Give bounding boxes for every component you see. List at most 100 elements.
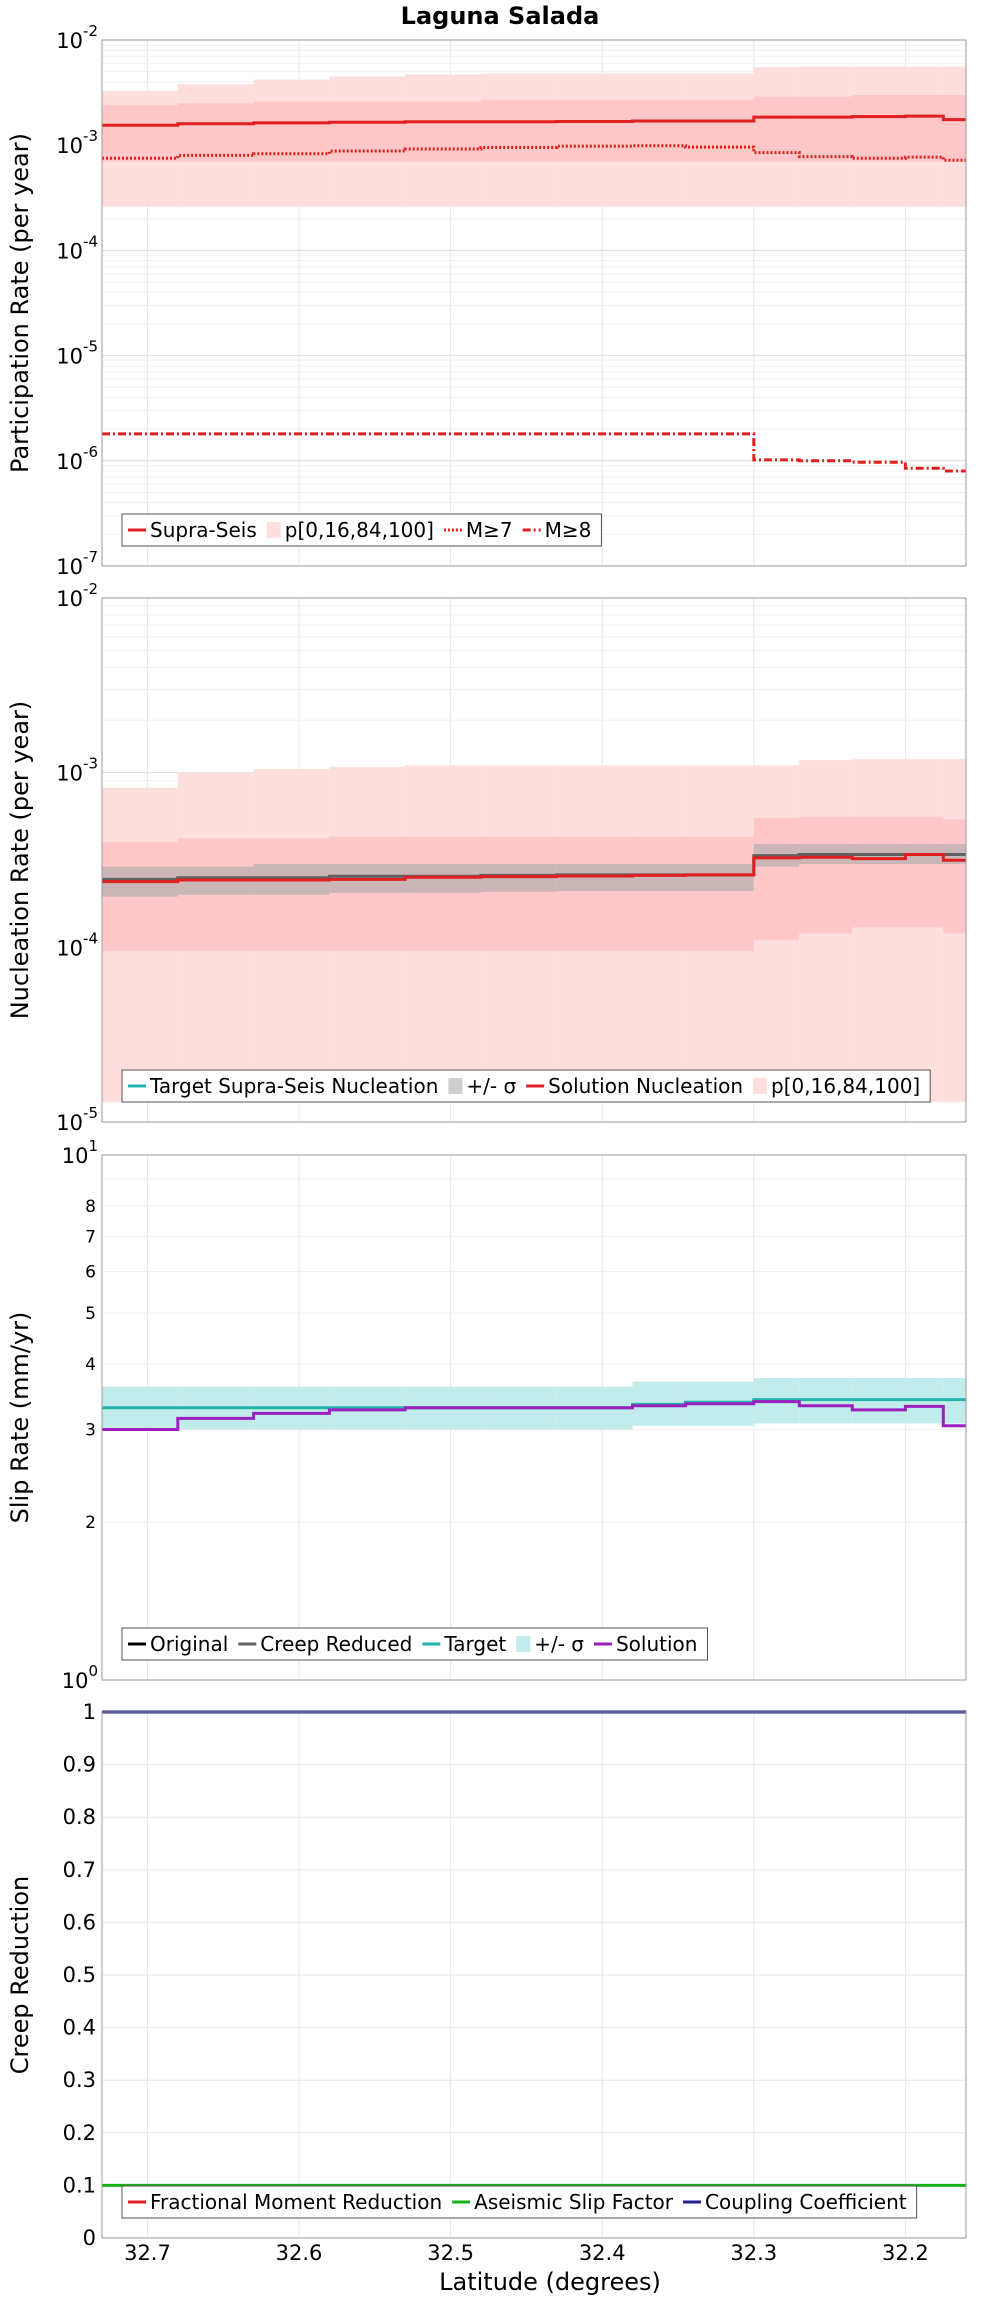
nucleation-legend-label: p[0,16,84,100] [771,1074,920,1098]
participation-legend-label: M≥8 [545,518,592,542]
creep-ytick-label: 0.3 [63,2068,96,2092]
slip-panel: 100 101 2 3 4 5 6 7 8 Slip Rate (mm/yr) Original… [6,1137,967,1693]
participation-series-2-line [102,432,966,473]
participation-band-1-segment [753,96,800,162]
participation-ytick-label: 10-7 [56,548,98,579]
creep-ytick-label: 0.7 [63,1858,96,1882]
nucleation-band-0-segment [852,758,906,1103]
creep-legend: Fractional Moment Reduction Aseismic Slip… [121,2185,918,2219]
participation-ytick-label: 10-2 [56,22,98,53]
creep-ytick-label: 1 [83,1700,96,1724]
creep-legend-box [121,2185,918,2219]
nucleation-bands [102,758,966,1103]
slip-ytick-minor-label: 7 [85,1227,96,1247]
x-tick-label: 32.3 [730,2241,777,2265]
nucleation-legend-box [121,1069,931,1103]
nucleation-band-1-segment [102,842,178,952]
slip-ytick-minor-label: 8 [85,1197,96,1217]
nucleation-frame-border [101,597,967,1123]
creep-frame-border [101,1711,967,2239]
creep-legend-label: Fractional Moment Reduction [150,2190,442,2214]
creep-ytick-label: 0.2 [63,2121,96,2145]
nucleation-frame [101,597,967,1123]
nucleation-band-1-segment [685,836,754,952]
nucleation-band-2-segment [556,863,633,892]
x-tick-labels: 32.7 32.6 32.5 32.4 32.3 32.2 [124,2241,929,2265]
slip-legend-label: +/- σ [534,1632,584,1656]
creep-ytick-label: 0.6 [63,1910,96,1934]
participation-frame [101,39,967,567]
nucleation-series-1-line [102,853,966,884]
slip-ylabel: Slip Rate (mm/yr) [6,1312,34,1524]
slip-ytick-minor-label: 5 [85,1304,96,1324]
participation-band-1-segment [685,99,754,162]
participation-band-1-segment [852,95,906,162]
slip-ytick-label: 101 [62,1137,98,1168]
nucleation-band-1-segment [556,836,633,952]
slip-legend-label: Solution [616,1632,697,1656]
nucleation-legend-label: Solution Nucleation [548,1074,743,1098]
creep-panel: 0 0.1 0.2 0.3 0.4 0.5 0.6 0.7 0.8 0.9 1 Creep Redu… [6,1700,967,2250]
slip-ytick-minor-label: 4 [85,1355,96,1375]
participation-series [102,114,966,473]
participation-series-0-line [102,114,966,127]
participation-band-1-segment [253,101,330,162]
nucleation-band-1-segment [753,818,800,941]
nucleation-legend-label: Target Supra-Seis Nucleation [149,1074,438,1098]
slip-series [102,1398,966,1431]
participation-band-1-segment [102,105,178,162]
nucleation-legend-swatch [753,1078,768,1094]
participation-band-1-segment [177,103,254,162]
creep-ytick-label: 0.9 [63,1753,96,1777]
participation-ylabel: Participation Rate (per year) [6,133,34,473]
creep-legend-label: Aseismic Slip Factor [474,2190,674,2214]
creep-yticks: 0 0.1 0.2 0.3 0.4 0.5 0.6 0.7 0.8 0.9 1 [63,1700,96,2250]
slip-ytick-label: 100 [62,1662,98,1693]
participation-legend-swatch [266,522,281,538]
slip-ytick-minor-label: 6 [85,1262,96,1282]
participation-band-1-segment [905,95,944,162]
nucleation-band-2-segment [685,863,754,892]
nucleation-band-1-segment [852,816,906,928]
nucleation-ytick-label: 10-5 [56,1104,98,1135]
slip-frame-border [101,1154,967,1681]
x-tick-label: 32.5 [427,2241,474,2265]
x-tick-label: 32.6 [276,2241,323,2265]
creep-frame [101,1711,967,2239]
participation-ytick-label: 10-5 [56,338,98,369]
nucleation-ytick-label: 10-3 [56,755,98,786]
participation-frame-border [101,39,967,567]
slip-yticks: 100 101 2 3 4 5 6 7 8 [62,1137,98,1693]
slip-legend-swatch [516,1636,531,1652]
participation-band-1-segment [799,96,853,162]
slip-legend-label: Creep Reduced [260,1632,412,1656]
participation-legend-label: M≥7 [466,518,513,542]
participation-legend-box [121,513,602,547]
participation-band-1-segment [632,99,686,162]
nucleation-band-1-segment [405,836,481,952]
nucleation-ytick-label: 10-2 [56,580,98,611]
participation-band-1-segment [480,99,557,162]
nucleation-legend-label: +/- σ [466,1074,516,1098]
nucleation-yticks: 10-5 10-4 10-3 10-2 [56,580,98,1135]
slip-ytick-minor-label: 2 [85,1513,96,1533]
nucleation-legend: Target Supra-Seis Nucleation +/- σ Solutio… [121,1069,931,1103]
slip-legend-label: Target [443,1632,506,1656]
participation-band-1-segment [556,99,633,162]
nucleation-band-2-segment [632,863,686,892]
nucleation-band-1-segment [253,838,330,952]
nucleation-legend-swatch [448,1078,463,1094]
nucleation-ytick-label: 10-4 [56,929,98,960]
nucleation-band-1-segment [480,836,557,952]
creep-grid [102,1711,966,2239]
participation-yticks: 10-7 10-6 10-5 10-4 10-3 10-2 [56,22,98,579]
creep-ylabel: Creep Reduction [6,1876,34,2074]
nucleation-band-0-segment [905,758,944,1103]
nucleation-ylabel: Nucleation Rate (per year) [6,701,34,1020]
participation-legend-label: p[0,16,84,100] [285,518,434,542]
participation-ytick-label: 10-4 [56,232,98,263]
slip-frame [101,1154,967,1681]
slip-legend-label: Original [150,1632,228,1656]
x-axis-label: Latitude (degrees) [439,2268,661,2296]
